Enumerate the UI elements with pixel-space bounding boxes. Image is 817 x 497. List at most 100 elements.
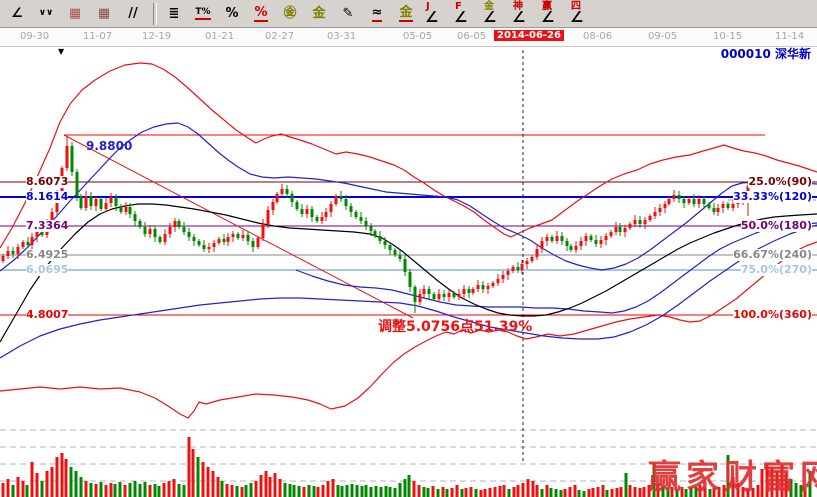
- candlestick[interactable]: [349, 206, 353, 212]
- zigzag-wave-icon[interactable]: ∨∨: [33, 2, 59, 26]
- volume-bar[interactable]: [177, 484, 181, 497]
- date-tick[interactable]: 09-30: [20, 31, 50, 42]
- volume-bar[interactable]: [84, 481, 88, 497]
- candlestick[interactable]: [344, 199, 348, 206]
- volume-bar[interactable]: [746, 489, 750, 497]
- volume-bar[interactable]: [254, 481, 258, 497]
- candlestick[interactable]: [383, 241, 387, 245]
- candlestick[interactable]: [672, 195, 676, 199]
- volume-bar[interactable]: [60, 453, 64, 497]
- candlestick[interactable]: [599, 240, 603, 244]
- volume-bar[interactable]: [225, 484, 229, 497]
- date-tick[interactable]: 03-31: [327, 31, 357, 42]
- candlestick[interactable]: [1, 256, 5, 261]
- angle-shen-icon[interactable]: ∠ 神: [509, 1, 535, 26]
- candlestick[interactable]: [525, 261, 529, 264]
- candlestick[interactable]: [354, 212, 358, 217]
- volume-bar[interactable]: [656, 483, 660, 497]
- volume-bar[interactable]: [249, 483, 253, 497]
- date-tick[interactable]: 02-27: [265, 31, 295, 42]
- candlestick[interactable]: [545, 237, 549, 241]
- volume-bar[interactable]: [30, 462, 34, 497]
- volume-bar[interactable]: [483, 489, 487, 497]
- volume-bar[interactable]: [172, 479, 176, 497]
- volume-bar[interactable]: [79, 477, 83, 497]
- candlestick[interactable]: [506, 271, 510, 275]
- candlestick[interactable]: [94, 199, 98, 206]
- marker-pen-icon[interactable]: ✎: [335, 2, 361, 26]
- volume-bar[interactable]: [615, 488, 619, 497]
- volume-bar[interactable]: [680, 487, 684, 497]
- candlestick[interactable]: [192, 237, 196, 241]
- candlestick[interactable]: [285, 189, 289, 194]
- volume-bar[interactable]: [45, 471, 49, 497]
- candlestick[interactable]: [697, 199, 701, 204]
- candlestick[interactable]: [40, 231, 44, 235]
- volume-bar[interactable]: [619, 487, 623, 497]
- volume-bar[interactable]: [11, 485, 15, 497]
- volume-bar[interactable]: [741, 487, 745, 497]
- volume-bar[interactable]: [698, 485, 702, 497]
- volume-bar[interactable]: [642, 487, 646, 497]
- candlestick[interactable]: [222, 239, 226, 242]
- volume-bar[interactable]: [40, 481, 44, 497]
- volume-bar[interactable]: [422, 487, 426, 497]
- volume-bar[interactable]: [507, 489, 511, 497]
- volume-bar[interactable]: [412, 481, 416, 497]
- candlestick[interactable]: [501, 275, 505, 279]
- candlestick[interactable]: [109, 197, 113, 203]
- candlestick[interactable]: [614, 227, 618, 232]
- candlestick[interactable]: [452, 293, 456, 297]
- angle-si-icon[interactable]: ∠ 四: [567, 1, 593, 26]
- volume-bar[interactable]: [549, 488, 553, 497]
- candlestick[interactable]: [623, 228, 627, 232]
- volume-bar[interactable]: [216, 477, 220, 497]
- volume-bar[interactable]: [661, 487, 665, 497]
- angle-F-icon[interactable]: ∠ F: [451, 1, 477, 26]
- candlestick[interactable]: [226, 237, 230, 242]
- candlestick[interactable]: [373, 231, 377, 236]
- candlestick[interactable]: [467, 289, 471, 293]
- volume-bar[interactable]: [568, 487, 572, 497]
- volume-bar[interactable]: [312, 486, 316, 497]
- volume-bar[interactable]: [273, 473, 277, 497]
- volume-bar[interactable]: [99, 482, 103, 497]
- candlestick[interactable]: [471, 289, 475, 293]
- volume-bar[interactable]: [384, 486, 388, 497]
- candlestick[interactable]: [516, 267, 520, 270]
- volume-bar[interactable]: [765, 463, 769, 497]
- candlestick[interactable]: [295, 202, 299, 209]
- date-tick[interactable]: 09-05: [648, 31, 678, 42]
- volume-bar[interactable]: [431, 486, 435, 497]
- volume-bar[interactable]: [244, 485, 248, 497]
- gann-fan-icon[interactable]: ∠: [4, 2, 30, 26]
- candlestick[interactable]: [241, 235, 245, 238]
- candlestick[interactable]: [457, 294, 461, 297]
- gold-coin-icon[interactable]: ㊎: [277, 2, 303, 26]
- candlestick[interactable]: [99, 199, 103, 209]
- volume-bar[interactable]: [540, 489, 544, 497]
- volume-bar[interactable]: [689, 488, 693, 497]
- volume-bar[interactable]: [591, 488, 595, 497]
- volume-bar[interactable]: [426, 488, 430, 497]
- candlestick[interactable]: [138, 221, 142, 227]
- candlestick[interactable]: [687, 199, 691, 203]
- date-tick[interactable]: 01-21: [205, 31, 235, 42]
- volume-bar[interactable]: [201, 462, 205, 497]
- candlestick[interactable]: [447, 293, 451, 297]
- volume-bar[interactable]: [573, 485, 577, 497]
- volume-bar[interactable]: [535, 485, 539, 497]
- volume-bar[interactable]: [1, 483, 5, 497]
- volume-bar[interactable]: [336, 485, 340, 497]
- percent-line-icon[interactable]: T%: [190, 2, 216, 26]
- candlestick[interactable]: [565, 241, 569, 246]
- candlestick[interactable]: [692, 199, 696, 204]
- candlestick[interactable]: [6, 251, 10, 256]
- candlestick[interactable]: [712, 208, 716, 212]
- candlestick[interactable]: [594, 240, 598, 244]
- candlestick[interactable]: [148, 229, 152, 234]
- candlestick[interactable]: [716, 208, 720, 212]
- candlestick[interactable]: [628, 224, 632, 228]
- candlestick[interactable]: [320, 217, 324, 221]
- volume-bar[interactable]: [784, 473, 788, 497]
